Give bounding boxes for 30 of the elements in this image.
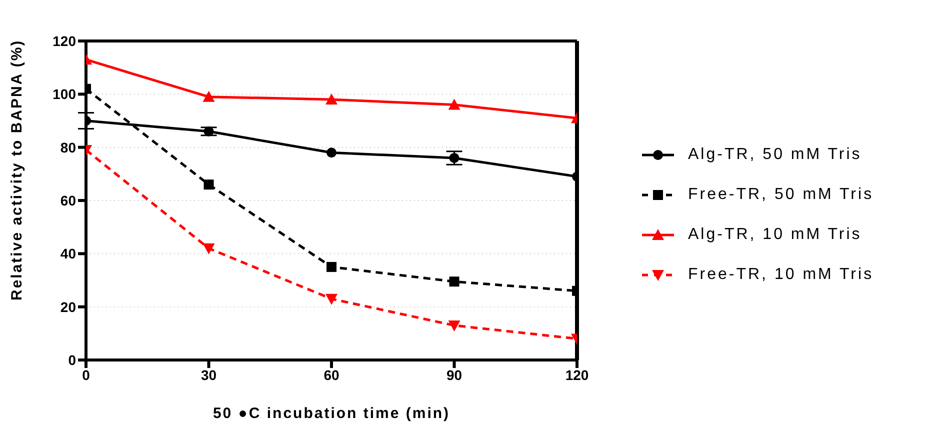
y-tick-label: 120 bbox=[52, 32, 76, 49]
point bbox=[326, 262, 336, 272]
x-tick-label: 60 bbox=[324, 366, 340, 383]
point bbox=[326, 294, 338, 305]
y-tick-label: 0 bbox=[68, 352, 76, 368]
point bbox=[202, 243, 215, 254]
y-tick-label: 40 bbox=[60, 246, 76, 262]
x-tick-label: 30 bbox=[200, 366, 217, 383]
x-tick-label: 90 bbox=[446, 366, 462, 383]
legend-label: Alg-TR, 50 mM Tris bbox=[688, 146, 862, 164]
point bbox=[449, 276, 460, 287]
y-tick-label: 60 bbox=[60, 192, 76, 208]
point bbox=[204, 126, 214, 136]
y-tick-label: 80 bbox=[60, 139, 76, 156]
point bbox=[326, 148, 336, 158]
y-axis-title: Relative activity to BAPNA (%) bbox=[8, 39, 26, 300]
x-tick-label: 120 bbox=[565, 366, 589, 383]
point bbox=[449, 152, 460, 163]
point bbox=[448, 98, 460, 110]
legend-label: Free-TR, 10 mM Tris bbox=[688, 266, 874, 284]
y-tick-label: 100 bbox=[52, 86, 76, 102]
y-tick-label: 20 bbox=[60, 298, 76, 315]
point bbox=[448, 320, 460, 332]
x-axis-title: 50 ●C incubation time (min) bbox=[212, 405, 450, 422]
point bbox=[326, 93, 338, 104]
point bbox=[202, 90, 215, 102]
legend-label: Free-TR, 50 mM Tris bbox=[688, 186, 874, 204]
point bbox=[204, 180, 214, 190]
x-tick-label: 0 bbox=[82, 366, 90, 383]
legend-label: Alg-TR, 10 mM Tris bbox=[688, 226, 862, 244]
